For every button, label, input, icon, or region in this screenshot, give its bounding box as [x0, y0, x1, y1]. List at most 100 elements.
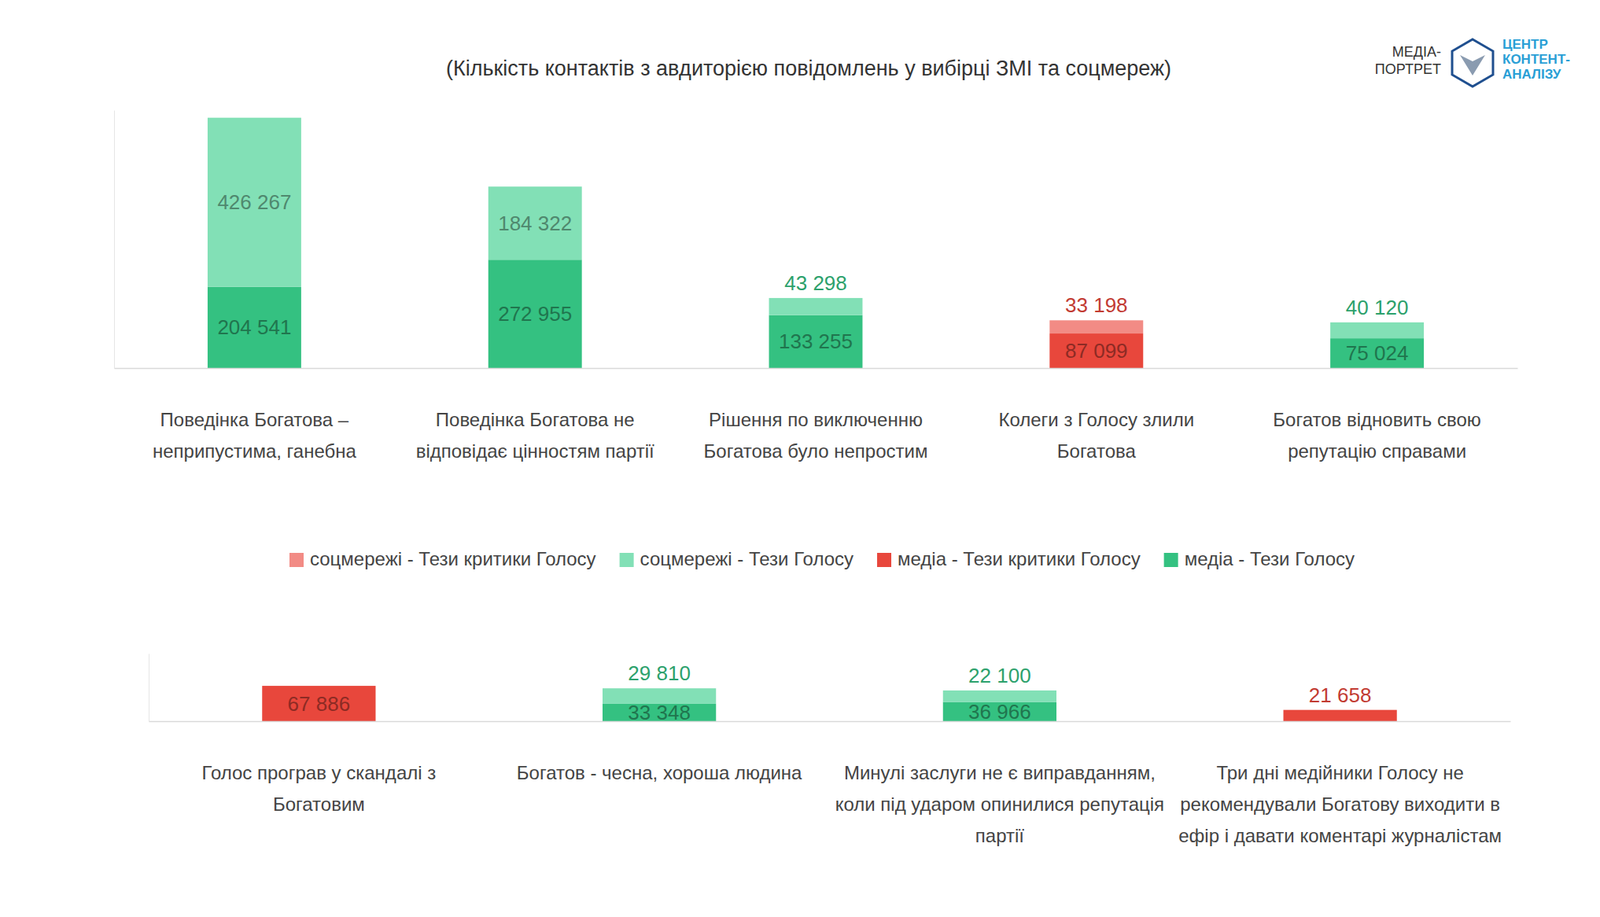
data-label: 272 955 — [497, 302, 572, 326]
x-tick: Три дні медійники Голосу не рекомендували… — [1178, 762, 1502, 847]
y-axis-line — [148, 654, 150, 723]
label-line: рекомендували Богатову виходити в — [1179, 793, 1501, 815]
data-label: 21 658 — [1308, 683, 1372, 708]
x-tick-label: Богатов - чесна, хороша людина — [516, 762, 803, 784]
label-line: Богатова — [1057, 440, 1137, 462]
x-axis: Поведінка Богатова – неприпустима, ганебн… — [114, 368, 1519, 463]
background — [0, 0, 1600, 917]
bar-segment — [1283, 710, 1398, 722]
logo-text: МЕДІА-ПОРТРЕТ — [1375, 44, 1442, 78]
x-tick: Колеги з Голосу злили Богатова — [998, 409, 1195, 462]
x-tick: Голос програв у скандалі з Богатовим — [202, 762, 437, 815]
x-axis: Голос програв у скандалі з Богатовим Богат… — [149, 722, 1512, 848]
label-line: Колеги з Голосу злили — [998, 409, 1195, 431]
data-labels: 67 886 33 348 29 810 36 966 22 100 21 658 — [287, 661, 1372, 725]
x-tick-label: Минулі заслуги не є виправданням, коли пі… — [835, 762, 1165, 847]
bar-segment — [488, 259, 583, 369]
legend-item: медіа - Тези Голосу — [1164, 548, 1355, 570]
bar-segment — [1330, 322, 1424, 339]
bar-segment — [488, 186, 583, 260]
x-tick: Минулі заслуги не є виправданням, коли пі… — [835, 762, 1165, 847]
data-label: 75 024 — [1345, 341, 1409, 365]
logo-line: МЕДІА- — [1392, 44, 1442, 60]
bars — [207, 117, 1424, 369]
bar-segment — [207, 287, 302, 369]
label-line: Поведінка Богатова не — [435, 409, 635, 431]
legend-label: соцмережі - Тези критики Голосу — [309, 548, 597, 570]
legend-item: медіа - Тези критики Голосу — [877, 548, 1141, 570]
legend-item: соцмережі - Тези критики Голосу — [289, 548, 597, 570]
data-label: 87 099 — [1065, 339, 1129, 363]
logo-line: КОНТЕНТ- — [1502, 51, 1571, 67]
legend-swatch — [289, 552, 304, 568]
x-tick-label: Поведінка Богатова не відповідає цінностя… — [416, 409, 655, 462]
logo-line: ЦЕНТР — [1502, 36, 1549, 52]
label-line: ефір і давати коментарі журналістам — [1178, 825, 1502, 847]
y-axis — [148, 654, 150, 723]
x-tick-label: Богатов відновить своюрепутацію справами — [1272, 409, 1481, 462]
label-line: Богатовим — [272, 793, 365, 815]
label-line: Богатов відновить свою — [1272, 409, 1481, 431]
data-label: 29 810 — [627, 661, 691, 686]
bar-segment — [261, 685, 376, 722]
label-line: Поведінка Богатова – — [160, 409, 350, 431]
logo-mark — [1459, 55, 1486, 76]
x-tick-label: Колеги з Голосу злили Богатова — [998, 409, 1195, 462]
logo-line: АНАЛІЗУ — [1502, 66, 1562, 82]
data-label: 184 322 — [497, 211, 572, 236]
legend-item: соцмережі - Тези Голосу — [619, 548, 854, 570]
label-line: Три дні медійники Голосу не — [1216, 762, 1464, 784]
data-label: 22 100 — [968, 663, 1032, 688]
bar-segment — [1330, 338, 1424, 369]
logo-line: ПОРТРЕТ — [1375, 61, 1442, 78]
bar-segment — [207, 117, 302, 288]
logo: МЕДІА-ПОРТРЕТ ЦЕНТРКОНТЕНТ-АНАЛІЗУ — [1375, 36, 1571, 87]
x-tick-label: Рішення по виключенню Богатова було непро… — [704, 409, 929, 462]
chart-root: (Кількість контактів з авдиторією повідо… — [0, 0, 1600, 917]
legend: соцмережі - Тези критики Голосу соцмережі… — [289, 548, 1355, 570]
y-axis-line — [114, 110, 115, 369]
data-label: 33 198 — [1065, 293, 1129, 318]
bar-segment — [769, 298, 863, 316]
data-label: 43 298 — [784, 271, 848, 295]
x-axis-line — [114, 368, 1519, 370]
label-line: Минулі заслуги не є виправданням, — [844, 762, 1156, 784]
bars — [261, 685, 1398, 722]
x-tick: Рішення по виключенню Богатова було непро… — [704, 409, 929, 462]
x-tick: Богатов відновить своюрепутацію справами — [1272, 409, 1481, 462]
data-labels: 204 541 426 267 272 955 184 322 133 255 43 29… — [217, 190, 1409, 365]
x-tick: Поведінка Богатова не відповідає цінностя… — [416, 409, 655, 462]
chart-title: (Кількість контактів з авдиторією повідо… — [446, 56, 1172, 81]
logo-text: ЦЕНТРКОНТЕНТ-АНАЛІЗУ — [1502, 36, 1571, 82]
x-tick: Поведінка Богатова – неприпустима, ганебн… — [152, 409, 358, 462]
label-line: партії — [975, 825, 1025, 847]
x-tick-label: Голос програв у скандалі з Богатовим — [202, 762, 437, 815]
label-line: Рішення по виключенню — [708, 409, 923, 431]
bar-segment — [1049, 320, 1143, 334]
data-label: 36 966 — [968, 700, 1032, 724]
label-line: Богатова було непростим — [704, 440, 929, 462]
label-line: неприпустима, ганебна — [152, 440, 358, 462]
data-label: 40 120 — [1345, 295, 1409, 320]
legend-label: медіа - Тези Голосу — [1184, 548, 1355, 570]
legend-label: соцмережі - Тези Голосу — [640, 548, 854, 570]
x-axis-line — [149, 721, 1512, 723]
x-tick-label: Три дні медійники Голосу не рекомендували… — [1178, 762, 1502, 847]
x-tick-label: Поведінка Богатова – неприпустима, ганебн… — [152, 409, 358, 462]
data-label: 426 267 — [217, 190, 292, 214]
x-tick: Богатов - чесна, хороша людина — [516, 762, 803, 784]
data-label: 204 541 — [217, 315, 292, 340]
data-label: 67 886 — [287, 692, 351, 716]
data-label: 33 348 — [627, 700, 691, 725]
legend-swatch — [619, 552, 635, 568]
label-line: Голос програв у скандалі з — [202, 762, 437, 784]
label-line: коли під ударом опинилися репутація — [835, 793, 1165, 815]
chart-svg: (Кількість контактів з авдиторією повідо… — [0, 0, 1600, 917]
y-axis — [114, 110, 115, 369]
label-line: відповідає цінностям партії — [416, 440, 655, 462]
logo-hexagon — [1452, 39, 1494, 87]
bar-segment — [769, 315, 863, 369]
legend-swatch — [877, 552, 892, 568]
data-label: 133 255 — [778, 329, 853, 354]
label-line: Богатов - чесна, хороша людина — [516, 762, 803, 784]
